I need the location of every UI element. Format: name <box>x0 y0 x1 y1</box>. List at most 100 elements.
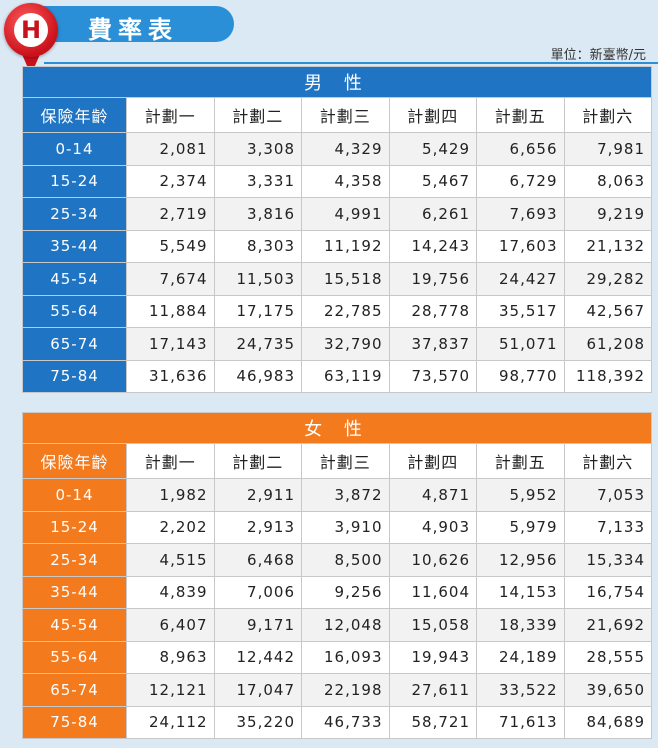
age-range-cell: 75-84 <box>22 359 127 393</box>
premium-cell-plan-2: 17,175 <box>213 294 302 328</box>
age-range-cell: 55-64 <box>22 294 127 328</box>
premium-cell-plan-1: 2,374 <box>126 164 215 198</box>
premium-cell-plan-1: 6,407 <box>126 608 215 642</box>
premium-cell-plan-6: 84,689 <box>563 705 653 739</box>
premium-cell-plan-5: 7,693 <box>476 197 565 231</box>
table-row: 55-64 8,963 12,442 16,093 19,943 24,189 28,555 <box>22 640 653 674</box>
age-range-cell: 75-84 <box>22 705 127 739</box>
premium-cell-plan-1: 24,112 <box>126 705 215 739</box>
premium-cell-plan-6: 42,567 <box>563 294 653 328</box>
premium-cell-plan-2: 24,735 <box>213 327 302 361</box>
premium-cell-plan-2: 8,303 <box>213 229 302 263</box>
premium-cell-plan-1: 4,515 <box>126 543 215 577</box>
premium-cell-plan-4: 15,058 <box>388 608 477 642</box>
premium-cell-plan-3: 15,518 <box>301 262 390 296</box>
male-section-title: 男 性 <box>21 66 653 98</box>
plan-3-header: 計劃三 <box>301 97 390 133</box>
premium-cell-plan-1: 2,081 <box>126 132 215 166</box>
premium-cell-plan-5: 24,189 <box>476 640 565 674</box>
premium-cell-plan-2: 2,913 <box>213 510 302 544</box>
table-row: 15-24 2,374 3,331 4,358 5,467 6,729 8,063 <box>22 164 653 198</box>
premium-cell-plan-2: 17,047 <box>213 673 302 707</box>
age-range-cell: 25-34 <box>22 543 127 577</box>
premium-cell-plan-6: 118,392 <box>563 359 653 393</box>
premium-cell-plan-1: 1,982 <box>126 478 215 512</box>
premium-cell-plan-6: 15,334 <box>563 543 653 577</box>
premium-cell-plan-1: 11,884 <box>126 294 215 328</box>
age-column-header: 保險年齡 <box>22 443 127 479</box>
premium-cell-plan-5: 6,729 <box>476 164 565 198</box>
table-row: 25-34 2,719 3,816 4,991 6,261 7,693 9,219 <box>22 197 653 231</box>
premium-cell-plan-4: 58,721 <box>388 705 477 739</box>
premium-cell-plan-2: 12,442 <box>213 640 302 674</box>
plan-5-header: 計劃五 <box>476 97 565 133</box>
premium-cell-plan-6: 21,692 <box>563 608 653 642</box>
premium-cell-plan-2: 35,220 <box>213 705 302 739</box>
header-banner: 費率表 <box>44 6 234 44</box>
plan-2-header: 計劃二 <box>213 97 302 133</box>
unit-label: 單位：新臺幣/元 <box>550 48 646 63</box>
table-row: 65-74 12,121 17,047 22,198 27,611 33,522 39,65… <box>22 673 653 707</box>
age-range-cell: 25-34 <box>22 197 127 231</box>
age-column-header: 保險年齡 <box>22 97 127 133</box>
premium-cell-plan-6: 16,754 <box>563 575 653 609</box>
plan-5-header: 計劃五 <box>476 443 565 479</box>
plan-6-header: 計劃六 <box>563 443 653 479</box>
premium-cell-plan-1: 7,674 <box>126 262 215 296</box>
premium-cell-plan-6: 21,132 <box>563 229 653 263</box>
premium-cell-plan-4: 11,604 <box>388 575 477 609</box>
table-row: 35-44 5,549 8,303 11,192 14,243 17,603 21,132 <box>22 229 653 263</box>
premium-cell-plan-3: 63,119 <box>301 359 390 393</box>
premium-cell-plan-2: 6,468 <box>213 543 302 577</box>
premium-cell-plan-3: 9,256 <box>301 575 390 609</box>
plan-4-header: 計劃四 <box>388 443 477 479</box>
premium-cell-plan-3: 12,048 <box>301 608 390 642</box>
table-row: 35-44 4,839 7,006 9,256 11,604 14,153 16,754 <box>22 575 653 609</box>
premium-cell-plan-4: 19,756 <box>388 262 477 296</box>
premium-cell-plan-5: 5,952 <box>476 478 565 512</box>
plan-1-header: 計劃一 <box>126 97 215 133</box>
female-rate-table: 女 性 保險年齡 計劃一 計劃二 計劃三 計劃四 計劃五 計劃六 0-14 1,9… <box>21 412 653 739</box>
premium-cell-plan-6: 61,208 <box>563 327 653 361</box>
premium-cell-plan-4: 73,570 <box>388 359 477 393</box>
premium-cell-plan-6: 7,133 <box>563 510 653 544</box>
premium-cell-plan-1: 2,202 <box>126 510 215 544</box>
premium-cell-plan-2: 9,171 <box>213 608 302 642</box>
premium-cell-plan-1: 12,121 <box>126 673 215 707</box>
premium-cell-plan-5: 24,427 <box>476 262 565 296</box>
table-row: 45-54 7,674 11,503 15,518 19,756 24,427 29,282 <box>22 262 653 296</box>
badge-letter: H <box>14 13 48 47</box>
plan-4-header: 計劃四 <box>388 97 477 133</box>
premium-cell-plan-4: 4,871 <box>388 478 477 512</box>
premium-cell-plan-3: 46,733 <box>301 705 390 739</box>
premium-cell-plan-2: 3,308 <box>213 132 302 166</box>
premium-cell-plan-6: 7,981 <box>563 132 653 166</box>
premium-cell-plan-3: 11,192 <box>301 229 390 263</box>
premium-cell-plan-3: 3,910 <box>301 510 390 544</box>
premium-cell-plan-4: 5,467 <box>388 164 477 198</box>
table-row: 25-34 4,515 6,468 8,500 10,626 12,956 15,334 <box>22 543 653 577</box>
premium-cell-plan-6: 39,650 <box>563 673 653 707</box>
premium-cell-plan-2: 3,331 <box>213 164 302 198</box>
age-range-cell: 35-44 <box>22 575 127 609</box>
male-header-row: 保險年齡 計劃一 計劃二 計劃三 計劃四 計劃五 計劃六 <box>22 97 653 133</box>
premium-cell-plan-5: 17,603 <box>476 229 565 263</box>
premium-cell-plan-4: 37,837 <box>388 327 477 361</box>
premium-cell-plan-6: 8,063 <box>563 164 653 198</box>
premium-cell-plan-4: 14,243 <box>388 229 477 263</box>
premium-cell-plan-3: 3,872 <box>301 478 390 512</box>
age-range-cell: 15-24 <box>22 510 127 544</box>
table-row: 45-54 6,407 9,171 12,048 15,058 18,339 21,692 <box>22 608 653 642</box>
female-section-title: 女 性 <box>21 412 653 444</box>
female-header-row: 保險年齡 計劃一 計劃二 計劃三 計劃四 計劃五 計劃六 <box>22 443 653 479</box>
male-rate-table: 男 性 保險年齡 計劃一 計劃二 計劃三 計劃四 計劃五 計劃六 0-14 2,0… <box>21 66 653 393</box>
premium-cell-plan-2: 46,983 <box>213 359 302 393</box>
age-range-cell: 65-74 <box>22 327 127 361</box>
hospital-badge-icon: H <box>4 3 58 75</box>
age-range-cell: 45-54 <box>22 262 127 296</box>
premium-cell-plan-3: 4,358 <box>301 164 390 198</box>
premium-cell-plan-5: 14,153 <box>476 575 565 609</box>
premium-cell-plan-1: 5,549 <box>126 229 215 263</box>
premium-cell-plan-6: 28,555 <box>563 640 653 674</box>
premium-cell-plan-3: 4,329 <box>301 132 390 166</box>
